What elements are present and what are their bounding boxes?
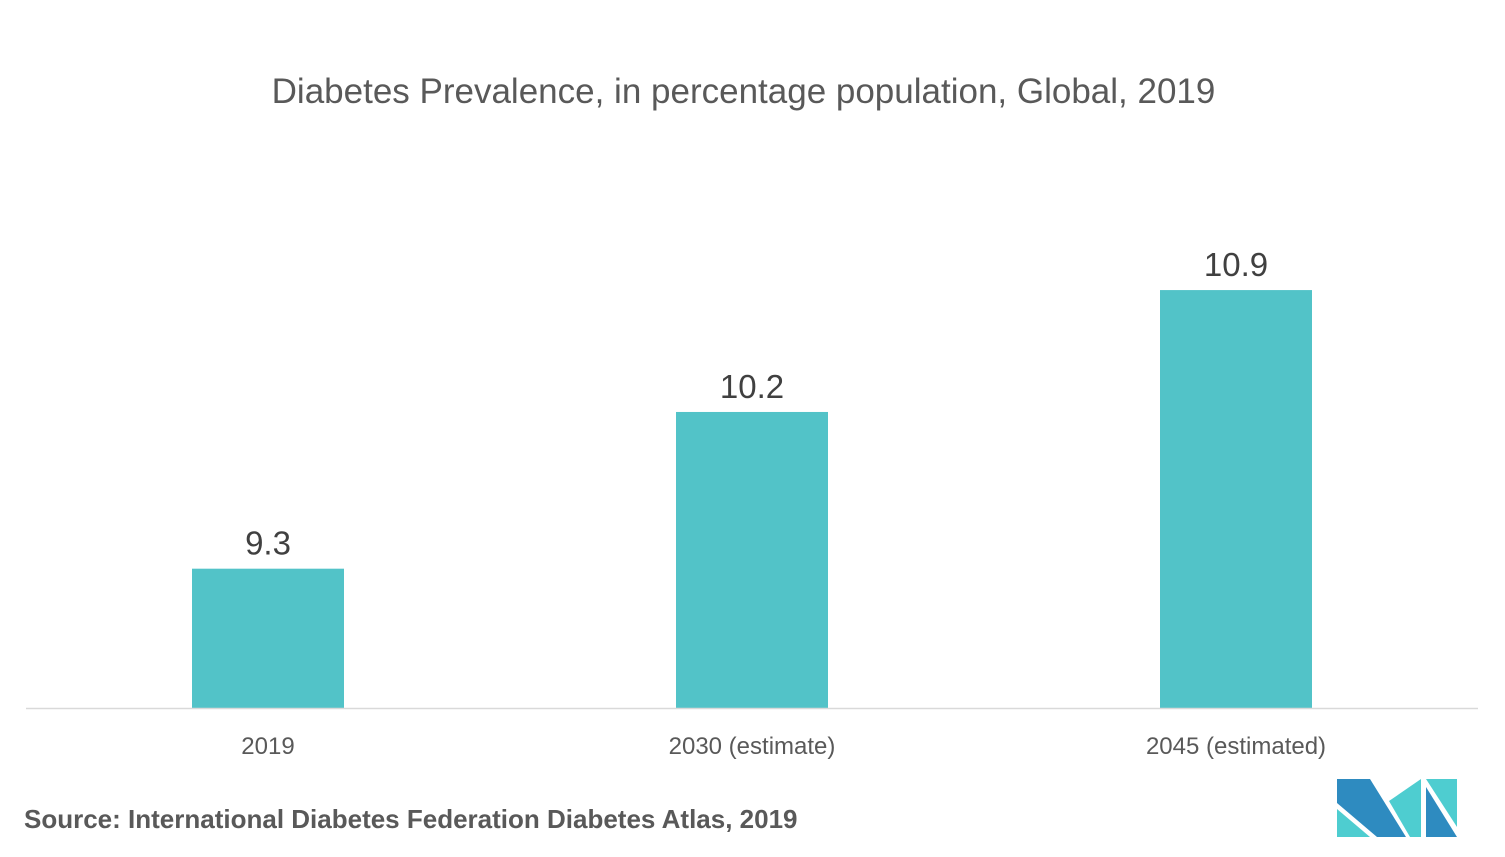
x-tick-label: 2019: [241, 733, 294, 760]
data-label: 9.3: [245, 525, 291, 562]
bar: [1160, 290, 1312, 708]
data-label: 10.9: [1204, 246, 1268, 283]
data-label: 10.2: [720, 368, 784, 405]
bar: [676, 411, 828, 708]
x-tick-label: 2045 (estimated): [1146, 733, 1326, 760]
x-tick-label: 2030 (estimate): [669, 733, 836, 760]
bar: [192, 568, 344, 708]
source-note: Source: International Diabetes Federatio…: [24, 804, 798, 834]
chart-title: Diabetes Prevalence, in percentage popul…: [271, 72, 1216, 111]
company-logo: [1337, 779, 1457, 837]
